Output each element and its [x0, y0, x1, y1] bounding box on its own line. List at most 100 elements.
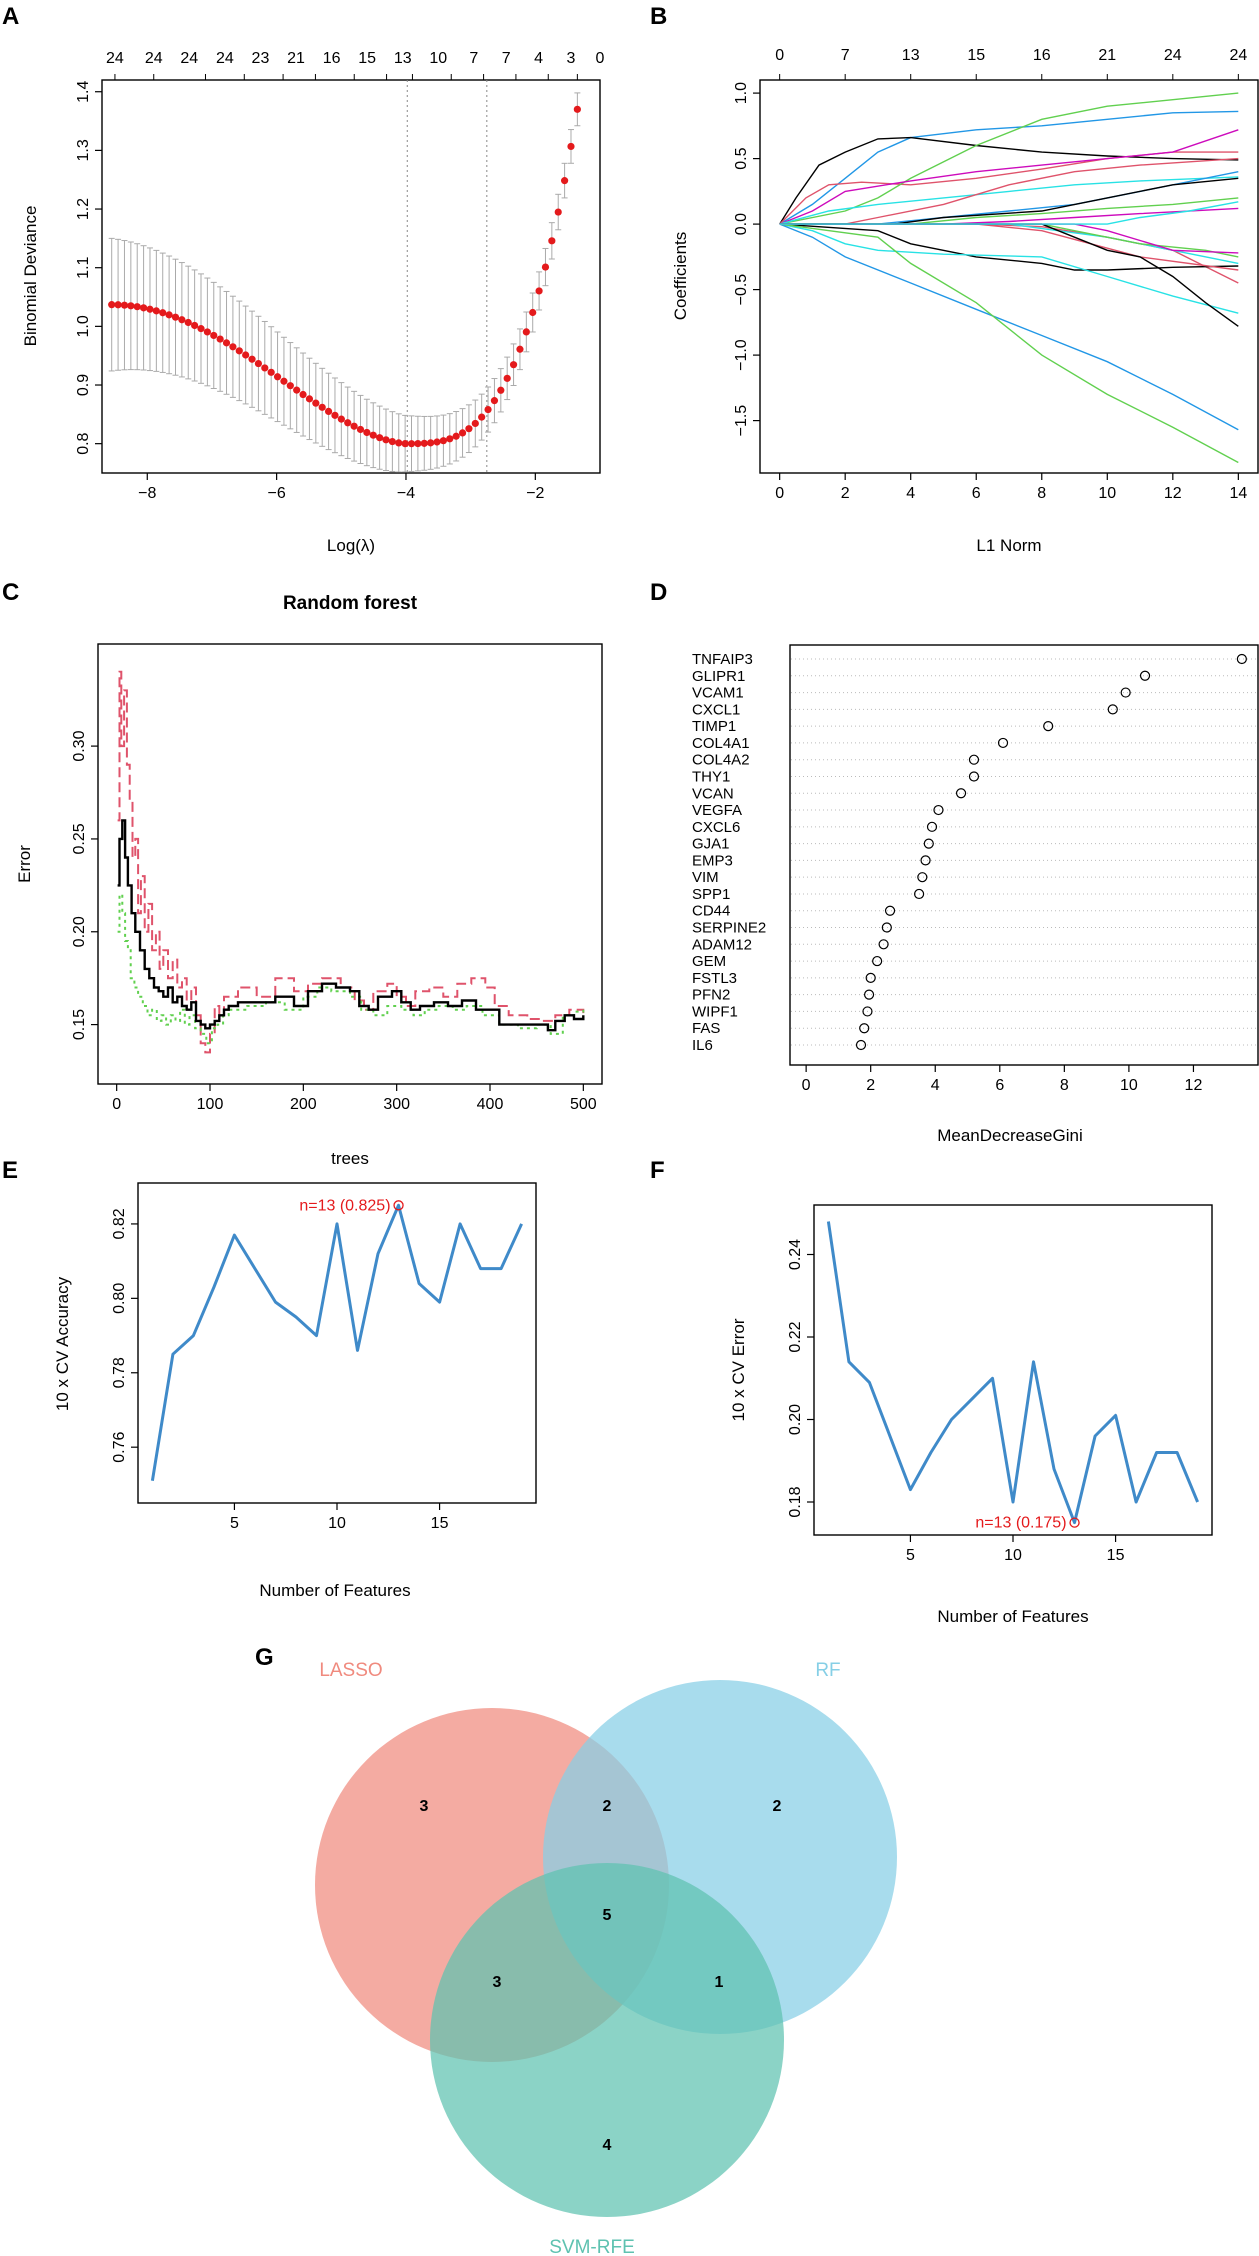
gene-label: COL4A2 — [692, 752, 750, 769]
x-axis: 0 100 200 300 400 500 — [112, 1084, 597, 1113]
x-axis-label: MeanDecreaseGini — [937, 1126, 1083, 1145]
deviance-point — [548, 237, 556, 245]
y-axis-tick-label: 1.3 — [75, 139, 92, 161]
deviance-point — [248, 355, 256, 363]
y-axis-tick-label: 0.30 — [71, 730, 88, 761]
y-axis-tick-label: −1.5 — [733, 405, 750, 437]
venn-count-all: 5 — [603, 1907, 612, 1924]
coefficient-path — [779, 110, 1239, 225]
top-tick-label: 4 — [534, 50, 543, 67]
gene-importance-dot — [997, 737, 1009, 749]
deviance-point — [286, 382, 294, 390]
y-axis-tick-label: 0.82 — [111, 1208, 128, 1239]
top-tick-label: 13 — [902, 47, 920, 64]
deviance-point — [222, 339, 231, 347]
gene-importance-dot — [855, 1039, 867, 1051]
top-tick-label: 3 — [566, 50, 575, 67]
panel-letter-f: F — [650, 1157, 665, 1184]
y-axis-tick-label: 0.8 — [75, 432, 92, 454]
svm-accuracy-chart: n=13 (0.825) 5 10 15 0.76 0.78 0.80 0.82 Numb… — [53, 1182, 537, 1600]
error-bars — [108, 92, 581, 473]
deviance-point — [561, 177, 569, 185]
deviance-point — [178, 316, 186, 324]
top-tick-label: 21 — [287, 50, 305, 67]
top-tick-label: 23 — [252, 50, 270, 67]
deviance-point — [146, 305, 154, 313]
deviance-point — [395, 439, 403, 447]
venn-label-lasso: LASSO — [319, 1660, 382, 1681]
gene-importance-dot — [1236, 653, 1247, 665]
gene-importance-dot — [881, 922, 892, 933]
plot-frame — [789, 644, 1259, 1066]
deviance-point — [376, 434, 384, 442]
importance-dots: TNFAIP3GLIPR1VCAM1CXCL1TIMP1COL4A1COL4A2… — [692, 651, 1257, 1054]
panel-letter-e: E — [2, 1157, 18, 1184]
y-axis-label: Binomial Deviance — [21, 206, 40, 347]
plot-frame — [97, 643, 603, 1085]
gene-importance-dot — [865, 972, 876, 983]
deviance-point — [458, 429, 467, 437]
x-axis-tick-label: 10 — [1120, 1077, 1138, 1094]
deviance-point — [159, 309, 167, 317]
coefficient-path — [779, 223, 1239, 464]
gene-importance-dot — [968, 771, 980, 782]
gene-label: CXCL1 — [692, 701, 740, 718]
gene-importance-dot — [1120, 687, 1131, 698]
best-feature-marker — [393, 1200, 404, 1211]
coefficient-path — [779, 223, 1239, 431]
venn-count-lasso-svm: 3 — [493, 1974, 502, 1991]
coefficient-path — [779, 176, 1239, 225]
random-forest-error-chart: Random forest 0 100 200 300 400 500 0.150.200… — [15, 593, 603, 1168]
y-axis: 0.8 0.9 1.0 1.1 1.2 1.3 1.4 — [75, 81, 102, 455]
deviance-point — [235, 347, 243, 355]
cv-line — [150, 1203, 523, 1481]
y-axis-label: 10 x CV Error — [729, 1318, 748, 1421]
deviance-point — [312, 399, 320, 407]
x-axis-label: trees — [331, 1149, 369, 1168]
x-axis-tick-label: 15 — [431, 1515, 449, 1532]
x-axis: 0 2 4 6 8 10 12 — [802, 1065, 1202, 1094]
gene-label: TIMP1 — [692, 718, 736, 735]
deviance-point — [369, 431, 377, 439]
top-tick-label: 21 — [1098, 47, 1116, 64]
deviance-point — [350, 422, 358, 430]
plot-frame — [813, 1204, 1213, 1536]
y-axis-tick-label: −0.5 — [733, 274, 750, 306]
deviance-point — [497, 386, 505, 394]
best-feature-marker — [1069, 1517, 1080, 1528]
venn-circle-svm — [430, 1863, 784, 2217]
deviance-point — [273, 373, 282, 381]
accuracy-line: n=13 (0.825) — [150, 1197, 523, 1481]
coefficient-path — [779, 157, 1239, 225]
deviance-point — [516, 345, 524, 353]
x-axis: 0 2 4 6 8 10 12 14 — [775, 473, 1247, 502]
deviance-point — [471, 419, 479, 428]
top-tick-label: 24 — [180, 50, 198, 67]
venn-label-svm: SVM-RFE — [549, 2237, 635, 2256]
x-axis-tick-label: 2 — [866, 1077, 875, 1094]
y-axis-tick-label: 0.9 — [75, 374, 92, 396]
coefficient-path — [779, 223, 1239, 314]
deviance-point — [427, 439, 435, 447]
y-axis-label: Error — [15, 845, 34, 883]
deviance-point — [388, 437, 396, 446]
y-axis-tick-label: 0.24 — [787, 1239, 804, 1270]
gene-label: PFN2 — [692, 987, 730, 1004]
x-axis-tick-label: −2 — [526, 485, 544, 502]
x-axis-label: Number of Features — [259, 1581, 410, 1600]
top-tick-label: 7 — [469, 50, 478, 67]
top-tick-label: 7 — [841, 47, 850, 64]
x-axis-tick-label: 6 — [972, 485, 981, 502]
best-feature-annotation: n=13 (0.825) — [299, 1197, 390, 1214]
cv-line — [826, 1221, 1199, 1525]
gene-label: SPP1 — [692, 886, 730, 903]
top-tick-label: 15 — [358, 50, 376, 67]
gini-importance-chart: TNFAIP3GLIPR1VCAM1CXCL1TIMP1COL4A1COL4A2… — [692, 644, 1259, 1145]
x-axis-tick-label: 8 — [1060, 1077, 1069, 1094]
gene-importance-dot — [878, 939, 889, 950]
x-axis-tick-label: −4 — [397, 485, 415, 502]
y-axis-tick-label: 0.20 — [71, 916, 88, 947]
gene-label: TNFAIP3 — [692, 651, 753, 668]
gene-label: VEGFA — [692, 802, 742, 819]
gene-importance-dot — [923, 838, 934, 849]
